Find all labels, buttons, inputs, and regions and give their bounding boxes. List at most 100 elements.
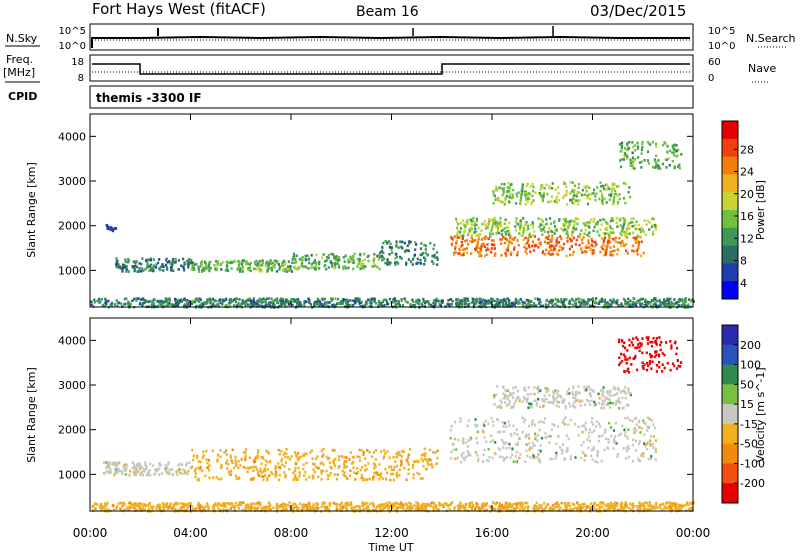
scatter-cell-2 [559,446,562,449]
scatter-cell-1 [374,449,378,452]
scatter-cell-9 [176,303,180,306]
scatter-cell-9 [645,303,648,307]
scatter-cell-6 [487,221,491,224]
scatter-cell-1 [196,456,199,459]
scatter-cell-2 [612,447,615,450]
scatter-cell-5 [140,507,143,511]
scatter-cell-7 [525,198,528,201]
scatter-cell-1 [429,448,432,452]
scatter-cell-8 [648,142,651,145]
scatter-cell-9 [219,298,222,301]
scatter-cell-9 [150,303,153,306]
scatter-cell-9 [144,299,147,302]
scatter-cell-5 [162,504,166,507]
scatter-cell-2 [266,269,269,272]
scatter-cell-5 [533,235,536,238]
scatter-cell-9 [162,304,165,308]
scatter-cell-5 [612,237,615,241]
scatter-cell-4 [395,243,398,246]
scatter-cell-9 [417,301,420,305]
scatter-cell-1 [293,451,297,454]
scatter-cell-8 [651,165,654,169]
scatter-cell-9 [522,301,525,305]
power-heatmap [89,114,695,309]
scatter-cell-2 [519,452,522,456]
scatter-cell-1 [146,258,149,261]
scatter-cell-1 [345,465,348,469]
scatter-cell-5 [555,240,558,243]
scatter-cell-2 [483,448,486,452]
scatter-cell-2 [649,439,652,442]
scatter-cell-9 [341,302,344,305]
scatter-cell-2 [286,270,289,273]
scatter-cell-9 [104,299,108,303]
scatter-cell-8 [626,157,629,161]
scatter-cell-4 [405,263,408,266]
scatter-cell-1 [412,463,415,467]
scatter-cell-3 [505,404,509,407]
scatter-cell-2 [654,426,657,430]
scatter-cell-5 [526,501,529,505]
scatter-cell-3 [533,399,536,403]
scatter-cell-8 [663,141,666,144]
scatter-cell-4 [626,358,629,361]
scatter-cell-9 [633,297,636,300]
scatter-cell-2 [616,455,619,458]
scatter-cell-8 [641,142,644,146]
scatter-cell-5 [266,507,269,510]
scatter-cell-3 [528,402,531,405]
scatter-cell-3 [572,405,575,409]
scatter-cell-3 [566,390,569,393]
scatter-cell-9 [160,299,163,303]
nsearch-tick-bottom: 10^0 [708,41,735,52]
scatter-cell-5 [234,501,237,505]
scatter-cell-1 [135,260,138,263]
scatter-cell-2 [198,270,201,273]
scatter-cell-3 [295,267,298,270]
scatter-cell-7 [527,194,530,197]
scatter-cell-4 [625,361,628,365]
scatter-cell-9 [665,299,668,303]
scatter-cell-6 [626,228,629,232]
scatter-cell-6 [575,216,578,220]
scatter-cell-1 [216,454,219,457]
scatter-cell-5 [405,502,408,505]
scatter-cell-5 [222,508,225,511]
scatter-cell-2 [489,440,492,444]
scatter-cell-6 [554,228,557,232]
scatter-cell-1 [115,263,118,267]
scatter-cell-2 [616,453,619,456]
scatter-cell-3 [292,252,295,256]
scatter-cell-9 [583,302,586,306]
scatter-cell-5 [524,243,527,246]
scatter-cell-8 [669,149,672,153]
scatter-cell-1 [266,476,269,480]
scatter-cell-3 [577,385,580,388]
scatter-cell-3 [372,262,375,265]
scatter-cell-7 [510,183,513,186]
scatter-cell-7 [608,193,611,197]
scatter-cell-2 [281,261,284,264]
scatter-cell-5 [562,242,566,246]
scatter-cell-9 [207,298,210,302]
scatter-cell-2 [261,261,264,265]
scatter-cell-2 [590,454,593,458]
scatter-cell-9 [521,300,524,304]
scatter-cell-2 [634,449,637,452]
scatter-cell-5 [250,504,253,508]
scatter-cell-1 [148,258,151,262]
scatter-cell-3 [612,394,615,397]
scatter-cell-3 [502,385,505,388]
scatter-cell-0 [136,463,139,466]
scatter-cell-9 [568,302,572,305]
scatter-cell-5 [500,242,503,245]
scatter-cell-5 [167,505,170,508]
scatter-cell-1 [229,454,232,458]
scatter-cell-9 [110,303,113,307]
scatter-cell-9 [398,304,401,307]
scatter-cell-2 [467,439,470,442]
scatter-cell-2 [200,260,203,263]
scatter-cell-3 [547,400,550,404]
scatter-cell-5 [531,240,535,243]
scatter-cell-6 [651,217,654,220]
